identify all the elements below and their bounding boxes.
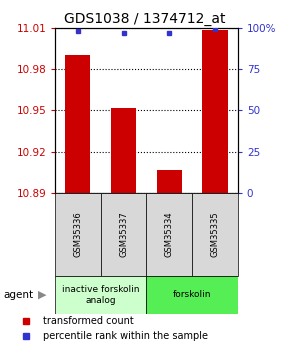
Text: GSM35337: GSM35337	[119, 212, 128, 257]
Bar	[192, 193, 238, 276]
Text: forskolin: forskolin	[173, 290, 211, 299]
Text: GDS1038 / 1374712_at: GDS1038 / 1374712_at	[64, 12, 226, 26]
Bar	[146, 276, 238, 314]
Bar	[157, 170, 182, 193]
Bar	[111, 108, 136, 193]
Bar	[202, 30, 228, 193]
Bar	[55, 276, 146, 314]
Bar	[55, 193, 101, 276]
Text: transformed count: transformed count	[43, 316, 133, 326]
Text: percentile rank within the sample: percentile rank within the sample	[43, 331, 208, 341]
Text: GSM35336: GSM35336	[73, 212, 82, 257]
Text: GSM35334: GSM35334	[165, 212, 174, 257]
Bar	[146, 193, 192, 276]
Text: ▶: ▶	[38, 290, 46, 300]
Bar	[65, 55, 90, 193]
Bar	[101, 193, 146, 276]
Text: GSM35335: GSM35335	[211, 212, 220, 257]
Text: inactive forskolin
analog: inactive forskolin analog	[62, 285, 139, 305]
Text: agent: agent	[3, 290, 33, 300]
